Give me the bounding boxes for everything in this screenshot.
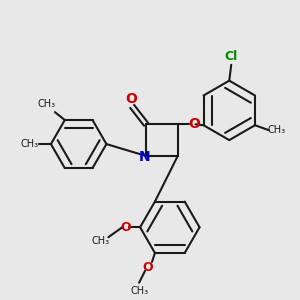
Text: CH₃: CH₃ [130, 286, 148, 296]
Text: Cl: Cl [225, 50, 238, 63]
Text: N: N [139, 150, 151, 164]
Text: O: O [189, 117, 200, 131]
Text: O: O [143, 261, 153, 274]
Text: O: O [120, 221, 130, 234]
Text: CH₃: CH₃ [20, 139, 38, 149]
Text: O: O [125, 92, 137, 106]
Text: CH₃: CH₃ [92, 236, 110, 246]
Text: CH₃: CH₃ [38, 99, 56, 109]
Text: CH₃: CH₃ [268, 125, 286, 135]
